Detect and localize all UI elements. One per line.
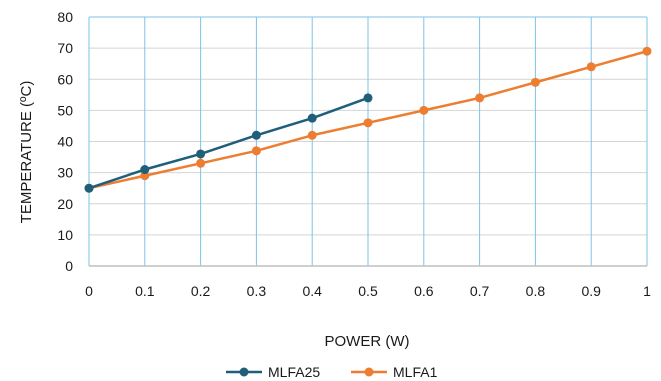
series-mlfa25 (84, 93, 373, 193)
y-tick-label: 0 (65, 258, 73, 274)
x-axis-ticks: 0 0.1 0.2 0.3 0.4 0.5 0.6 0.7 0.8 0.9 1 (85, 283, 651, 299)
data-point (196, 149, 206, 159)
x-tick-label: 0.5 (358, 283, 378, 299)
series-line (88, 96, 369, 190)
data-point (642, 46, 652, 56)
x-axis-title: POWER (W) (325, 333, 410, 350)
data-point (84, 183, 94, 193)
y-tick-label: 50 (57, 102, 73, 118)
y-axis-title: TEMPERATURE (ºC) (18, 81, 35, 224)
data-point (530, 77, 540, 87)
y-tick-label: 20 (57, 196, 73, 212)
plot-frame (88, 16, 648, 267)
data-point (140, 165, 150, 175)
x-tick-label: 0.2 (191, 283, 211, 299)
legend: MLFA25 MLFA1 (226, 364, 438, 380)
data-point (419, 105, 429, 115)
legend-item-mlfa1: MLFA1 (351, 364, 438, 380)
legend-label: MLFA1 (393, 364, 438, 380)
y-tick-label: 40 (57, 134, 73, 150)
data-point (363, 93, 373, 103)
data-point (251, 130, 261, 140)
y-tick-label: 80 (57, 9, 73, 25)
data-point (307, 113, 317, 123)
y-tick-label: 30 (57, 165, 73, 181)
legend-label: MLFA25 (268, 364, 320, 380)
data-point (196, 158, 206, 168)
data-series (84, 46, 652, 193)
x-tick-label: 1 (643, 283, 651, 299)
data-point (307, 130, 317, 140)
x-tick-label: 0.6 (414, 283, 434, 299)
y-tick-label: 70 (57, 40, 73, 56)
x-tick-label: 0.3 (247, 283, 267, 299)
grid-lines (89, 17, 647, 266)
x-tick-label: 0.1 (135, 283, 155, 299)
x-tick-label: 0.7 (470, 283, 490, 299)
y-tick-label: 10 (57, 227, 73, 243)
legend-marker (364, 367, 374, 377)
x-tick-label: 0.9 (581, 283, 601, 299)
y-tick-label: 60 (57, 71, 73, 87)
data-point (251, 146, 261, 156)
data-point (586, 62, 596, 72)
legend-item-mlfa25: MLFA25 (226, 364, 320, 380)
legend-marker (239, 367, 249, 377)
data-point (140, 171, 150, 181)
data-point (363, 118, 373, 128)
y-axis-ticks: 0 10 20 30 40 50 60 70 80 (57, 9, 73, 274)
data-point (475, 93, 485, 103)
x-tick-label: 0.4 (302, 283, 322, 299)
series-mlfa1 (84, 46, 652, 193)
x-tick-label: 0.8 (526, 283, 546, 299)
x-tick-label: 0 (85, 283, 93, 299)
